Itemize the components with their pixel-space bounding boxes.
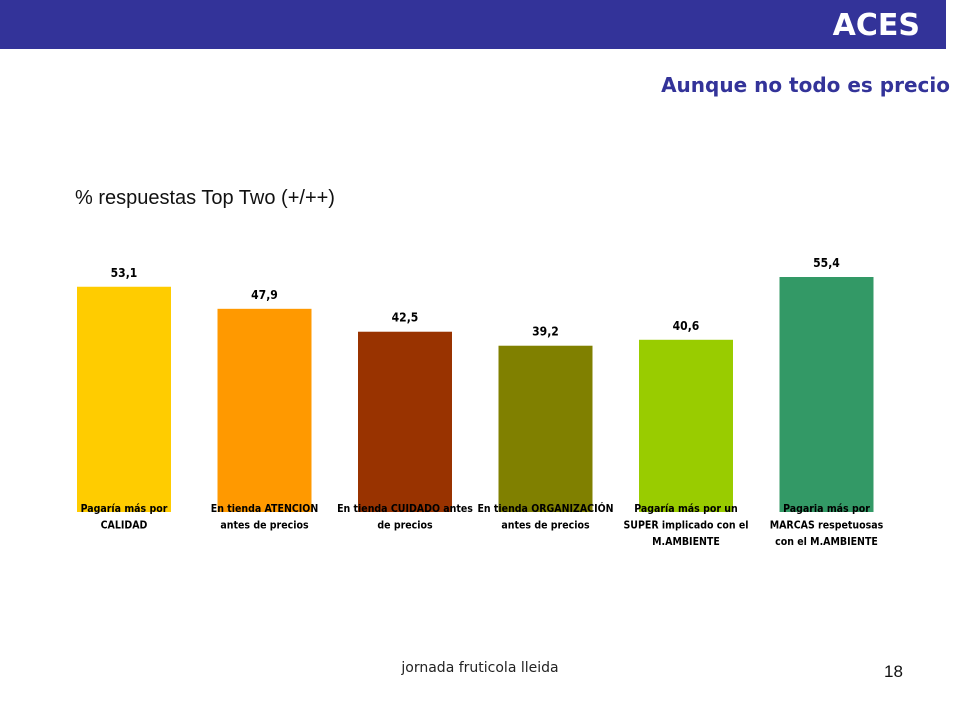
bar-value-label: 55,4 [813, 256, 840, 270]
bar-value-label: 47,9 [251, 288, 278, 302]
footer-text: jornada fruticola lleida [401, 660, 559, 676]
category-label: En tienda CUIDADO antes de precios [337, 503, 473, 532]
bar-4 [498, 345, 593, 512]
category-label: Pagaría más por CALIDAD [81, 503, 168, 532]
category-label: Pagaría más por un SUPER implicado con el… [624, 503, 749, 548]
category-label: Pagaria más por MARCAS respetuosas con el … [770, 503, 884, 548]
bar-1 [77, 286, 171, 512]
bar-6 [779, 277, 874, 512]
bar-value-label: 39,2 [532, 325, 559, 339]
bar-value-label: 42,5 [392, 311, 419, 325]
slide-subtitle: Aunque no todo es precio [661, 73, 950, 97]
category-label: En tienda ORGANIZACIÓN antes de precios [477, 502, 613, 532]
bar-value-label: 40,6 [673, 319, 700, 333]
page-number: 18 [884, 662, 903, 681]
bar-5 [639, 339, 733, 512]
bar-3 [358, 331, 452, 512]
bar-value-label: 53,1 [111, 266, 138, 280]
brand-title: ACES [832, 8, 920, 43]
header-bar [0, 0, 946, 49]
chart-heading: % respuestas Top Two (+/++) [75, 187, 335, 209]
bar-2 [217, 308, 312, 512]
category-label: En tienda ATENCION antes de precios [211, 503, 319, 532]
